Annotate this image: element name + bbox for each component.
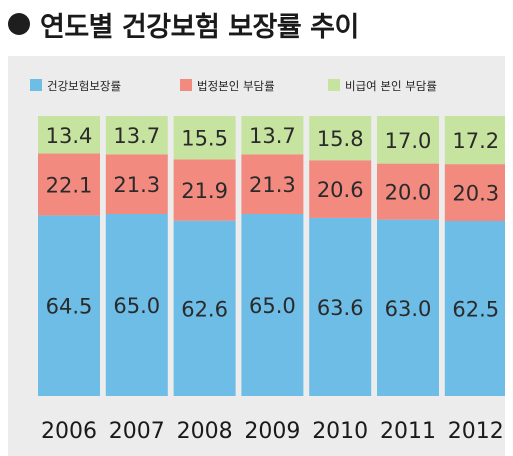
- bar-2006-3: [38, 116, 100, 154]
- bar-2008-2: [173, 159, 236, 221]
- x-tick-label-2007: 2007: [109, 419, 165, 444]
- data-label-2012-3: 17.2: [452, 129, 499, 153]
- bar-2007-2: [105, 154, 168, 214]
- bar-2009-3: [241, 116, 304, 155]
- data-label-2008-2: 21.9: [181, 179, 228, 203]
- bar-2011-1: [377, 219, 439, 396]
- x-tick-label-2012: 2012: [448, 419, 504, 444]
- legend-swatch-3: [328, 79, 340, 91]
- data-label-2011-2: 20.0: [385, 181, 432, 205]
- title-bullet-icon: [8, 13, 30, 35]
- legend-swatch-2: [180, 79, 192, 91]
- data-label-2007-3: 13.7: [113, 124, 160, 148]
- data-label-2008-1: 62.6: [181, 297, 228, 321]
- legend-label-2: 법정본인 부담률: [197, 79, 275, 93]
- bar-2012-3: [444, 116, 505, 165]
- bar-2009-1: [241, 214, 304, 396]
- bar-2010-1: [309, 217, 372, 396]
- bar-2009-2: [241, 154, 304, 214]
- data-label-2009-2: 21.3: [249, 173, 296, 197]
- x-tick-label-2006: 2006: [41, 419, 97, 444]
- bar-2007-1: [105, 214, 168, 396]
- x-tick-label-2011: 2011: [380, 419, 436, 444]
- bar-2008-3: [173, 116, 236, 160]
- legend-label-1: 건강보험보장률: [47, 79, 121, 93]
- data-label-2010-1: 63.6: [317, 296, 364, 320]
- bar-2010-2: [309, 160, 372, 218]
- bar-2008-1: [173, 220, 236, 396]
- bar-2007-3: [105, 116, 168, 155]
- data-label-2006-2: 22.1: [46, 173, 93, 197]
- bar-2006-2: [38, 153, 100, 216]
- bar-2012-1: [444, 221, 505, 396]
- x-tick-label-2008: 2008: [177, 419, 233, 444]
- data-label-2011-1: 63.0: [385, 297, 432, 321]
- data-label-2012-1: 62.5: [452, 298, 499, 322]
- data-label-2010-2: 20.6: [317, 178, 364, 202]
- data-label-2011-3: 17.0: [385, 129, 432, 153]
- data-label-2006-3: 13.4: [46, 124, 93, 148]
- data-label-2010-3: 15.8: [317, 127, 364, 151]
- page-title: 연도별 건강보험 보장률 추이: [40, 11, 359, 43]
- data-label-2006-1: 64.5: [46, 295, 93, 319]
- data-label-2012-2: 20.3: [452, 182, 499, 206]
- legend-label-3: 비급여 본인 부담률: [345, 79, 437, 93]
- chart-panel: 건강보험보장률 법정본인 부담률 비급여 본인 부담률 64.5 22.1 13.4 200…: [8, 56, 505, 456]
- bar-2011-3: [377, 116, 439, 164]
- data-label-2007-2: 21.3: [113, 173, 160, 197]
- data-label-2009-1: 65.0: [249, 294, 296, 318]
- stacked-bar-chart: 건강보험보장률 법정본인 부담률 비급여 본인 부담률 64.5 22.1 13.4 200…: [30, 79, 505, 444]
- bar-2011-2: [377, 163, 439, 220]
- title-row: 연도별 건강보험 보장률 추이: [8, 4, 359, 44]
- data-label-2009-3: 13.7: [249, 124, 296, 148]
- data-label-2008-3: 15.5: [181, 127, 228, 151]
- bar-2012-2: [444, 164, 505, 221]
- bar-2006-1: [38, 215, 100, 396]
- data-label-2007-1: 65.0: [113, 294, 160, 318]
- bar-2010-3: [309, 116, 372, 161]
- legend-swatch-1: [30, 79, 42, 91]
- x-tick-label-2010: 2010: [312, 419, 368, 444]
- x-tick-label-2009: 2009: [244, 419, 300, 444]
